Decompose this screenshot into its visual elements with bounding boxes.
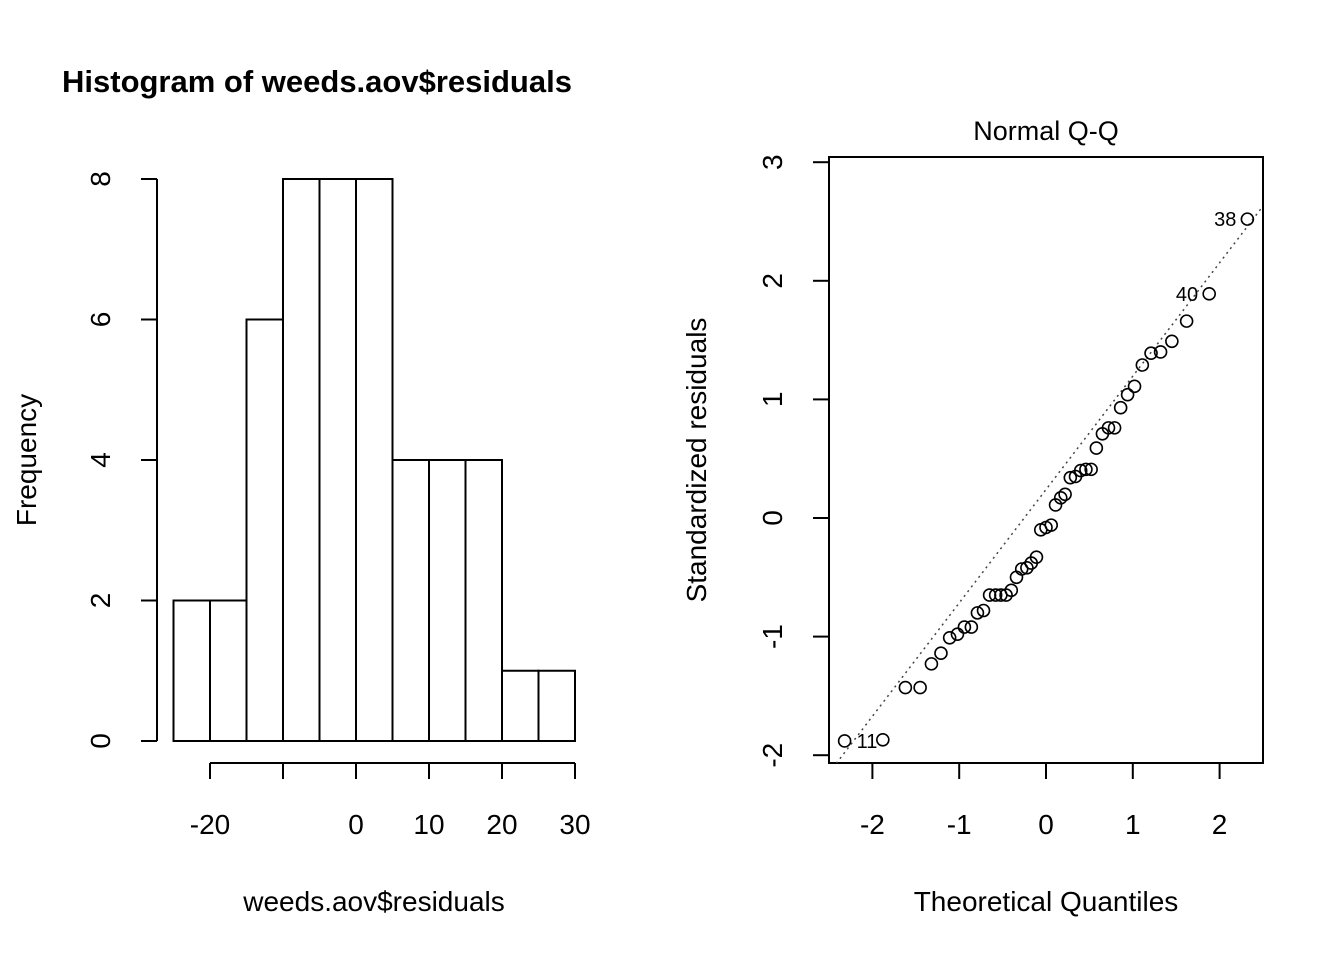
y-tick-label: 0	[757, 510, 788, 526]
qq-point	[1135, 358, 1150, 372]
qq-point	[1202, 287, 1216, 301]
histogram-bar	[428, 459, 467, 742]
qq-plot-panel: Normal Q-Q Theoretical Quantiles Standar…	[681, 116, 1264, 917]
qq-point	[913, 680, 927, 695]
qq-point	[1089, 441, 1104, 455]
qq-reference-line	[835, 205, 1263, 763]
histogram-bar	[391, 459, 430, 742]
qq-point	[1240, 212, 1255, 226]
x-tick-label: 30	[559, 809, 590, 840]
qq-point	[1101, 421, 1116, 435]
histogram-bar	[537, 669, 576, 742]
qq-point	[1113, 400, 1128, 415]
qq-point	[1004, 583, 1019, 598]
x-tick-label: 20	[486, 809, 517, 840]
x-tick-label: -20	[190, 809, 230, 840]
qq-point	[1029, 550, 1044, 564]
qq-point	[1063, 470, 1078, 485]
x-tick-label: 10	[413, 809, 444, 840]
qq-y-axis-title: Standardized residuals	[681, 318, 712, 603]
histogram-bar	[318, 178, 357, 742]
qq-point	[934, 646, 948, 661]
qq-points: 11 40 38	[837, 209, 1255, 753]
qq-point	[1044, 518, 1059, 532]
qq-point	[970, 606, 985, 620]
y-tick-label: 8	[85, 171, 116, 187]
histogram-bar	[501, 669, 540, 742]
qq-x-axis-title: Theoretical Quantiles	[914, 886, 1179, 917]
qq-point	[1053, 491, 1068, 505]
qq-point	[1084, 462, 1098, 477]
histogram-bar	[355, 178, 394, 742]
y-tick-label: 2	[85, 593, 116, 609]
histogram-title: Histogram of weeds.aov$residuals	[62, 64, 572, 99]
y-tick-label: -1	[757, 624, 788, 649]
y-tick-label: 3	[757, 154, 788, 170]
qq-point	[942, 630, 957, 645]
qq-point	[1020, 561, 1034, 575]
qq-point	[1107, 421, 1122, 435]
qq-point	[957, 620, 972, 634]
qq-plot-box	[828, 156, 1264, 764]
x-tick-label: -2	[860, 809, 885, 840]
qq-point	[837, 734, 852, 748]
histogram-bar	[464, 459, 503, 742]
y-tick-label: 6	[85, 312, 116, 328]
histogram-bars	[172, 178, 576, 742]
qq-point	[1079, 462, 1093, 477]
x-tick-label: 0	[348, 809, 364, 840]
qq-point	[964, 620, 979, 634]
qq-point	[1127, 379, 1142, 394]
qq-point	[1179, 314, 1194, 328]
histogram-bar	[245, 318, 284, 742]
qq-point	[1073, 463, 1088, 478]
x-tick-label: -1	[947, 809, 972, 840]
y-tick-label: 0	[85, 733, 116, 749]
y-tick-label: 2	[757, 273, 788, 289]
qq-point	[1144, 346, 1158, 360]
x-tick-label: 1	[1125, 809, 1141, 840]
qq-point	[976, 603, 991, 618]
histogram-x-axis: -20 0 10 20 30	[190, 762, 591, 840]
qq-y-axis: -2 -1 0 1 2 3	[757, 154, 830, 768]
y-tick-label: 4	[85, 452, 116, 468]
qq-point	[1153, 345, 1168, 359]
qq-point	[1014, 562, 1029, 576]
qq-point	[1120, 387, 1135, 402]
qq-point	[950, 627, 965, 642]
qq-point	[988, 588, 1003, 602]
histogram-y-axis: 0 2 4 6 8	[85, 171, 158, 749]
qq-point	[1058, 487, 1072, 502]
histogram-panel: Histogram of weeds.aov$residuals weeds.a…	[11, 64, 591, 917]
qq-point	[876, 732, 890, 747]
qq-x-axis: -2 -1 0 1 2	[860, 762, 1228, 840]
histogram-bar	[282, 178, 321, 742]
y-tick-label: -2	[757, 743, 788, 768]
qq-point	[898, 680, 913, 695]
x-tick-label: 2	[1212, 809, 1228, 840]
qq-title: Normal Q-Q	[973, 116, 1119, 146]
x-tick-label: 0	[1038, 809, 1054, 840]
qq-point-label: 40	[1176, 284, 1198, 306]
qq-point	[924, 657, 939, 671]
histogram-x-axis-title: weeds.aov$residuals	[242, 886, 505, 917]
histogram-bar	[172, 599, 211, 742]
qq-point-label: 11	[857, 731, 878, 753]
y-tick-label: 1	[757, 392, 788, 408]
histogram-y-axis-title: Frequency	[11, 394, 42, 526]
qq-point-label: 38	[1214, 209, 1236, 231]
histogram-bar	[209, 599, 248, 742]
qq-point	[1165, 334, 1179, 349]
